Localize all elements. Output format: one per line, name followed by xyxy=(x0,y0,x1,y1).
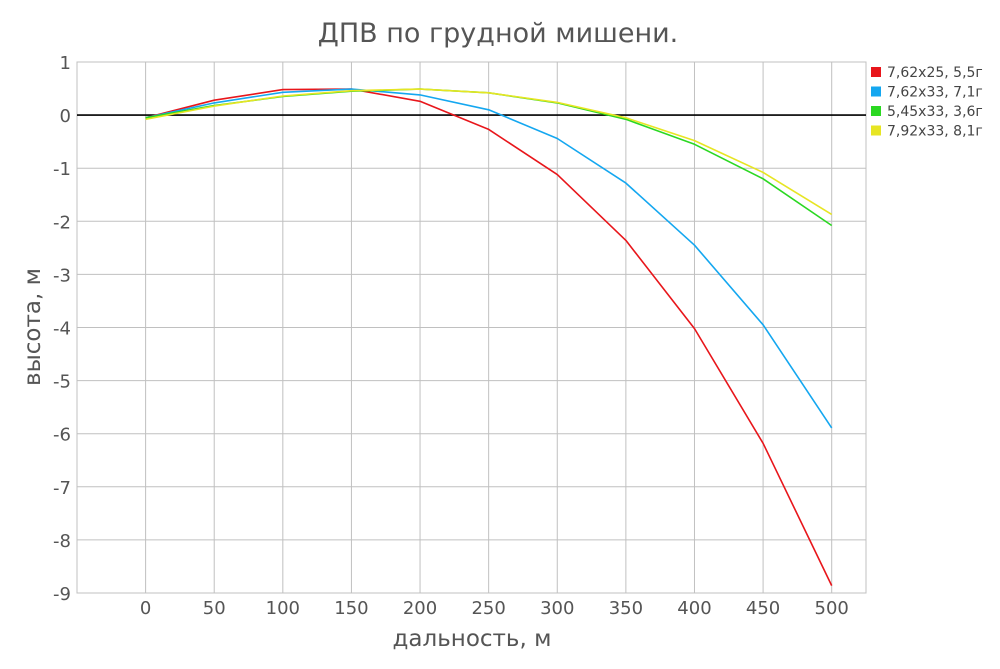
series-line-2 xyxy=(145,88,833,429)
x-tick-label: 50 xyxy=(203,598,226,619)
legend-swatch-1 xyxy=(871,67,881,77)
series-line-4 xyxy=(145,88,833,216)
x-tick-label: 100 xyxy=(266,598,300,619)
y-tick-label: 1 xyxy=(60,53,71,74)
x-tick-label: 200 xyxy=(403,598,437,619)
chart-title: ДПВ по грудной мишени. xyxy=(318,18,679,49)
y-tick-label: -6 xyxy=(53,425,71,446)
legend: 7,62x25, 5,5г 7,62x33, 7,1г 5,45x33, 3,6г 7… xyxy=(871,65,983,140)
series-line-1 xyxy=(145,88,833,586)
x-tick-label: 250 xyxy=(471,598,505,619)
y-tick-label: -1 xyxy=(53,159,71,180)
x-tick-label: 300 xyxy=(540,598,574,619)
legend-label-1: 7,62x25, 5,5г xyxy=(887,65,983,81)
y-axis-title: высота, м xyxy=(20,268,46,386)
legend-swatch-3 xyxy=(871,106,881,116)
legend-swatch-2 xyxy=(871,86,881,97)
x-axis-ticks: 0 50 100 150 200 250 300 350 400 450 500 xyxy=(140,598,849,619)
y-tick-label: -7 xyxy=(53,478,71,499)
legend-label-2: 7,62x33, 7,1г xyxy=(887,85,983,101)
x-tick-label: 0 xyxy=(140,598,151,619)
x-tick-label: 350 xyxy=(609,598,643,619)
legend-label-3: 5,45x33, 3,6г xyxy=(887,104,983,120)
series-lines xyxy=(145,88,833,586)
legend-label-4: 7,92x33, 8,1г xyxy=(887,124,983,140)
x-tick-label: 500 xyxy=(815,598,849,619)
y-tick-label: -3 xyxy=(53,265,71,286)
y-tick-label: -4 xyxy=(53,319,71,340)
y-tick-label: -8 xyxy=(53,531,71,552)
x-axis-title: дальность, м xyxy=(393,626,552,652)
legend-swatch-4 xyxy=(871,125,881,136)
x-tick-label: 150 xyxy=(334,598,368,619)
y-tick-label: -9 xyxy=(53,584,71,605)
y-axis-ticks: 1 0 -1 -2 -3 -4 -5 -6 -7 -8 -9 xyxy=(53,53,71,605)
y-tick-label: -5 xyxy=(53,372,71,393)
y-tick-label: 0 xyxy=(60,106,71,127)
x-tick-label: 450 xyxy=(746,598,780,619)
x-tick-label: 400 xyxy=(677,598,711,619)
y-tick-label: -2 xyxy=(53,212,71,233)
grid xyxy=(76,61,867,594)
